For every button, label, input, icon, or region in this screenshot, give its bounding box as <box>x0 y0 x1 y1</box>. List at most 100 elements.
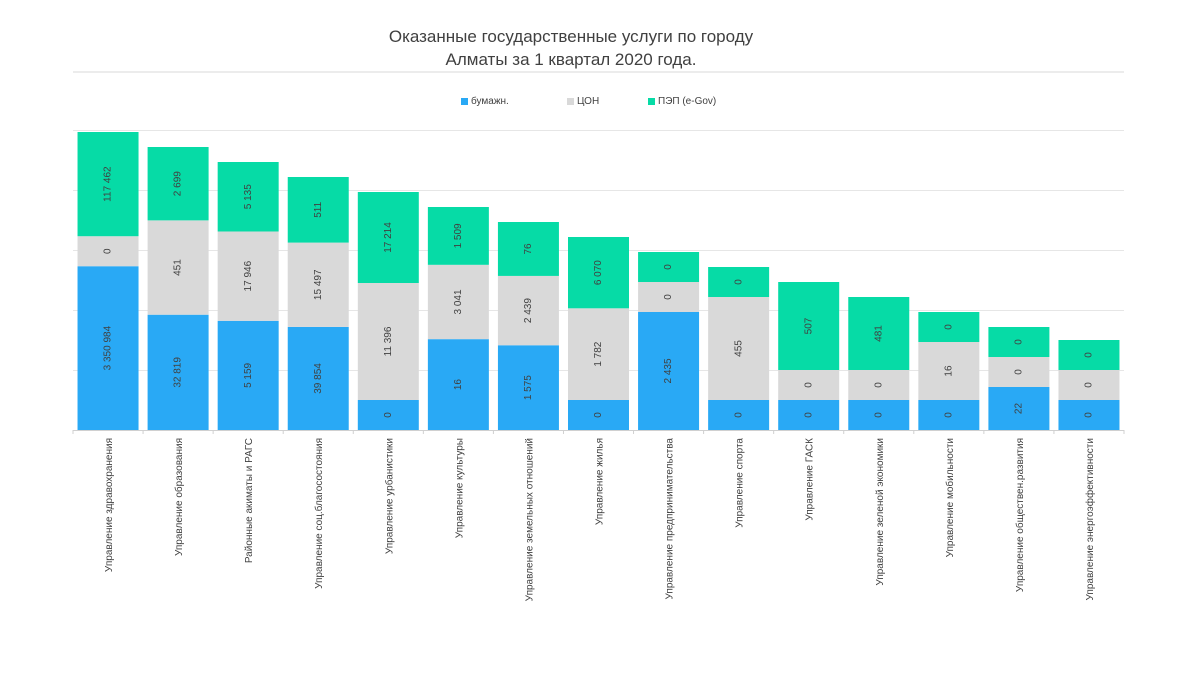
data-label: 39 854 <box>313 363 324 394</box>
legend-swatch-paper <box>461 98 468 105</box>
data-label: 0 <box>1014 339 1025 345</box>
bar-segment-egov <box>357 192 419 283</box>
data-label: 32 819 <box>173 357 184 388</box>
bar-segment-paper <box>217 320 279 430</box>
bar-segment-egov <box>497 222 559 276</box>
data-label: 0 <box>663 264 674 270</box>
data-label: 0 <box>1084 382 1095 388</box>
bar-segment-paper <box>427 339 489 430</box>
data-label: 3 350 984 <box>103 325 114 370</box>
bar-segment-con <box>147 220 209 315</box>
data-label: 0 <box>803 382 814 388</box>
category-label: Управление жилья <box>595 438 606 525</box>
data-label: 455 <box>733 340 744 357</box>
data-label: 76 <box>523 243 534 255</box>
bar-segment-con <box>357 283 419 400</box>
chart-legend: бумажн. ЦОН ПЭП (e-Gov) <box>0 96 1200 112</box>
category-label: Управление земельных отношений <box>524 438 535 601</box>
data-label: 117 462 <box>103 166 114 202</box>
bar-segment-con <box>287 242 349 327</box>
bar-segment-paper <box>147 314 209 430</box>
data-label: 0 <box>663 294 674 300</box>
legend-swatch-con <box>567 98 574 105</box>
data-label: 22 <box>1014 403 1025 415</box>
legend-label-egov: ПЭП (e-Gov) <box>658 96 717 107</box>
data-label: 0 <box>103 248 114 254</box>
bar-segment-con <box>848 370 910 400</box>
data-label: 2 439 <box>523 298 534 323</box>
legend-item-paper: бумажн. <box>461 96 509 107</box>
data-label: 0 <box>873 382 884 388</box>
category-label: Управление соц.благосостояния <box>313 438 325 589</box>
category-label: Управление здравохранения <box>104 438 115 572</box>
bar-segment-paper <box>357 400 419 430</box>
bar-segment-egov <box>287 177 349 243</box>
data-label: 3 041 <box>453 289 464 314</box>
bar-segment-egov <box>568 237 629 309</box>
data-label: 16 <box>943 365 954 377</box>
category-label: Управление культуры <box>454 438 465 538</box>
bar-segment-egov <box>918 312 980 342</box>
category-label: Управление спорта <box>735 438 746 528</box>
bar-segment-con <box>918 342 980 400</box>
category-label: Управление энергоэффективности <box>1084 438 1096 600</box>
bar-segment-con <box>77 236 139 267</box>
data-label: 2 699 <box>173 171 184 196</box>
legend-swatch-egov <box>648 98 655 105</box>
data-label: 511 <box>313 201 324 217</box>
data-label: 1 782 <box>593 341 604 366</box>
bar-segment-con <box>217 231 279 321</box>
data-label: 0 <box>1084 352 1095 358</box>
bar-segment-con <box>778 370 840 400</box>
legend-label-paper: бумажн. <box>471 96 509 107</box>
chart-title: Оказанные государственные услуги по горо… <box>0 25 1142 71</box>
bar-segment-con <box>427 264 489 340</box>
bar-segment-con <box>497 275 559 346</box>
bar-segment-paper <box>918 400 980 430</box>
bar-segment-paper <box>287 326 349 430</box>
data-label: 0 <box>733 279 744 285</box>
bar-segment-paper <box>497 345 559 430</box>
bar-segment-egov <box>427 207 489 265</box>
data-label: 0 <box>593 412 604 418</box>
bar-segment-egov <box>778 282 840 370</box>
bar-segment-egov <box>708 267 770 297</box>
category-label: Управление ГАСК <box>805 438 816 521</box>
data-label: 15 497 <box>313 269 324 300</box>
bar-segment-paper <box>638 312 700 430</box>
data-label: 16 <box>453 379 464 391</box>
bar-segment-egov <box>848 297 910 370</box>
legend-label-con: ЦОН <box>577 96 600 107</box>
bar-segment-egov <box>638 252 700 282</box>
data-label: 481 <box>873 325 884 342</box>
data-label: 5 135 <box>243 184 254 209</box>
chart-title-line-1: Оказанные государственные услуги по горо… <box>388 27 754 46</box>
bar-segment-paper <box>988 387 1050 430</box>
data-label: 451 <box>173 259 184 276</box>
data-label: 0 <box>383 412 394 418</box>
legend-item-egov: ПЭП (e-Gov) <box>648 96 716 107</box>
bar-segment-paper <box>568 400 629 430</box>
bar-segment-con <box>708 297 770 400</box>
data-label: 0 <box>943 412 954 418</box>
data-label: 0 <box>873 412 884 418</box>
data-label: 0 <box>803 412 814 418</box>
category-label: Управление мобильности <box>944 438 956 557</box>
bar-segment-egov <box>1058 340 1120 370</box>
bar-segment-egov <box>988 327 1050 357</box>
category-label: Управление урбанистики <box>383 438 395 554</box>
data-label: 0 <box>733 412 744 418</box>
bar-segment-con <box>638 282 700 312</box>
bar-segment-egov <box>217 162 279 232</box>
data-label: 1 575 <box>523 375 534 400</box>
category-label: Управление образования <box>173 438 185 556</box>
category-label: Районные акиматы и РАГС <box>244 438 255 563</box>
data-label: 1 509 <box>453 223 464 248</box>
data-label: 17 946 <box>243 260 254 291</box>
bar-segment-egov <box>147 147 209 221</box>
data-label: 0 <box>1014 369 1025 375</box>
bar-segment-egov <box>77 132 139 237</box>
data-label: 5 159 <box>243 362 254 387</box>
bar-segment-paper <box>708 400 770 430</box>
